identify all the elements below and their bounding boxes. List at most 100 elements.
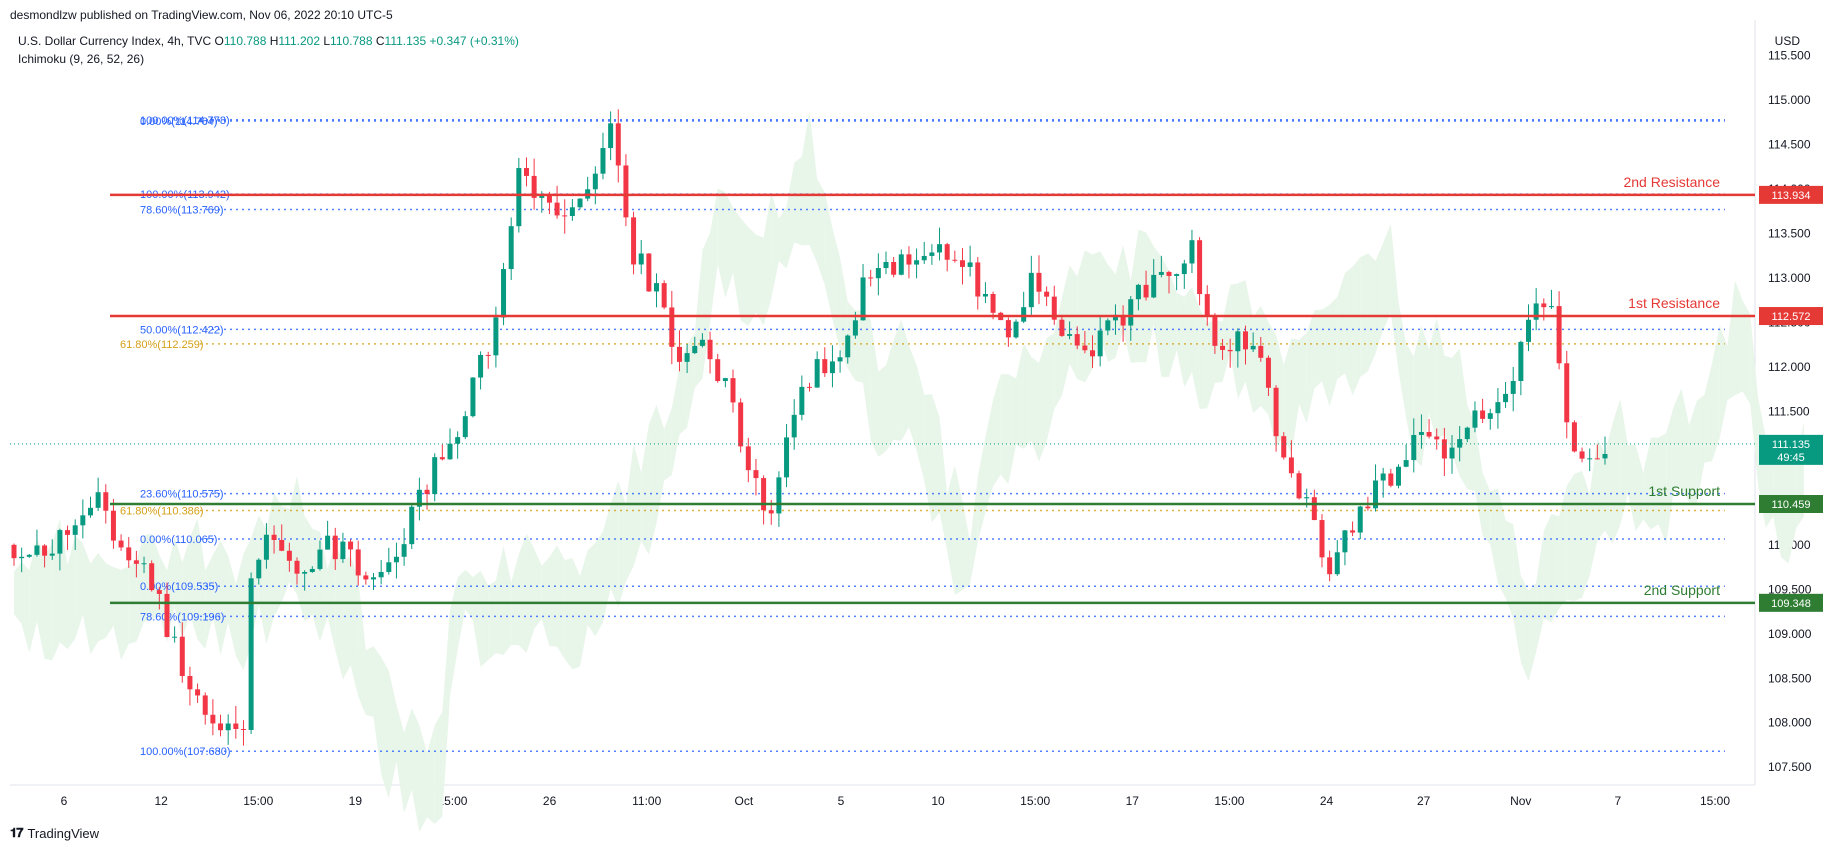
candle-body: [608, 123, 614, 149]
tradingview-logo-icon: 𝟏𝟕: [10, 825, 24, 840]
ichimoku-cloud-segment: [373, 646, 382, 775]
candle-body: [539, 194, 545, 198]
current-price-badge: [1759, 434, 1823, 465]
ichimoku-cloud-segment: [327, 543, 336, 651]
ichimoku-cloud-segment: [1543, 513, 1552, 623]
candle-body: [240, 728, 246, 730]
candle-body: [577, 198, 583, 208]
open-value: 110.788: [223, 34, 267, 48]
candle-body: [340, 541, 346, 560]
candle-body: [432, 457, 438, 495]
ichimoku-cloud-segment: [1650, 437, 1659, 530]
candle-body: [1067, 334, 1073, 336]
candle-body: [462, 416, 468, 438]
candle-body: [944, 244, 950, 260]
candle-body: [1373, 480, 1379, 509]
candle-body: [1166, 271, 1172, 276]
ichimoku-cloud-segment: [733, 207, 741, 321]
candle-body: [562, 215, 568, 217]
candle-body: [141, 563, 147, 565]
fib-level-label: 100.00%(114.778): [140, 115, 230, 127]
candle-body: [409, 506, 415, 545]
candle-body: [1441, 439, 1447, 459]
y-tick-label: 109.500: [1768, 582, 1812, 596]
ichimoku-cloud-segment: [863, 310, 871, 441]
ichimoku-cloud-segment: [1559, 485, 1567, 609]
ichimoku-cloud-segment: [29, 538, 37, 653]
ichimoku-cloud-segment: [1727, 280, 1736, 401]
candle-body: [1174, 274, 1180, 276]
ichimoku-cloud-segment: [105, 563, 114, 638]
candle-body: [470, 377, 476, 417]
candle-body: [715, 359, 721, 382]
candle-body: [1143, 284, 1149, 298]
candle-body: [49, 553, 55, 556]
ichimoku-cloud-segment: [1681, 388, 1690, 503]
ichimoku-cloud-segment: [1474, 425, 1483, 536]
candle-body: [730, 378, 736, 403]
symbol-legend[interactable]: U.S. Dollar Currency Index, 4h, TVC O110…: [18, 34, 519, 48]
candle-body: [393, 556, 399, 563]
tradingview-brand[interactable]: 𝟏𝟕 TradingView: [10, 825, 99, 841]
ichimoku-cloud-segment: [1566, 473, 1575, 601]
ichimoku-cloud-segment: [595, 531, 603, 637]
candle-body: [1242, 331, 1248, 350]
candle-body: [1021, 307, 1027, 322]
high-value: 111.202: [278, 34, 320, 48]
ichimoku-cloud-segment: [832, 228, 841, 350]
candle-body: [554, 202, 560, 216]
candle-body: [233, 723, 239, 729]
change-value: +0.347 (+0.31%): [429, 34, 519, 48]
candle-body: [799, 386, 805, 415]
candle-body: [218, 723, 224, 731]
candle-body: [1112, 314, 1118, 321]
ichimoku-cloud-segment: [1352, 257, 1361, 396]
y-tick-label: 107.500: [1768, 760, 1812, 774]
candle-body: [631, 217, 637, 265]
candle-body: [348, 541, 354, 550]
ichimoku-cloud-segment: [664, 407, 672, 481]
candle-body: [501, 269, 507, 318]
fib-level-label: 100.00%(107.680): [140, 746, 231, 758]
ichimoku-cloud-segment: [962, 500, 971, 591]
candle-body: [1418, 432, 1424, 435]
ichimoku-cloud-segment: [725, 192, 734, 299]
candle-body: [807, 386, 812, 388]
ichimoku-cloud-segment: [1222, 284, 1231, 383]
candle-body: [592, 173, 598, 190]
ichimoku-cloud-segment: [625, 443, 634, 582]
ichimoku-cloud-segment: [1299, 332, 1307, 424]
ichimoku-cloud-segment: [75, 535, 83, 639]
ichimoku-cloud-segment: [465, 569, 473, 621]
candle-body: [921, 255, 927, 261]
ichimoku-cloud-segment: [694, 249, 703, 388]
candle-body: [485, 354, 491, 356]
candle-body: [967, 262, 973, 267]
ichimoku-cloud-segment: [1635, 444, 1644, 531]
candle-body: [248, 578, 254, 730]
ichimoku-cloud-segment: [1627, 444, 1636, 531]
ichimoku-cloud-segment: [1383, 223, 1391, 331]
ichimoku-cloud-segment: [82, 543, 91, 655]
candle-body: [546, 194, 552, 203]
candle-body: [615, 123, 621, 166]
resistance-price-badge: [1759, 185, 1823, 204]
candle-body: [1220, 345, 1226, 350]
high-label: H: [269, 34, 279, 48]
ichimoku-cloud-segment: [197, 518, 206, 650]
candle-body: [508, 226, 514, 270]
ichimoku-cloud-segment: [1000, 374, 1009, 485]
fib-level-label: 0.00%(114.764): [140, 116, 217, 128]
candle-body: [684, 353, 690, 362]
ichimoku-cloud-segment: [648, 404, 657, 555]
ichimoku-cloud-segment: [1513, 524, 1521, 663]
ichimoku-cloud-segment: [572, 557, 581, 670]
ichimoku-cloud-segment: [174, 537, 183, 639]
candle-body: [906, 254, 912, 265]
candle-body: [975, 262, 981, 297]
indicator-legend[interactable]: Ichimoku (9, 26, 52, 26): [18, 52, 145, 66]
ichimoku-cloud-segment: [396, 704, 405, 814]
ichimoku-cloud-segment: [1291, 338, 1300, 455]
candle-body: [1044, 291, 1050, 297]
